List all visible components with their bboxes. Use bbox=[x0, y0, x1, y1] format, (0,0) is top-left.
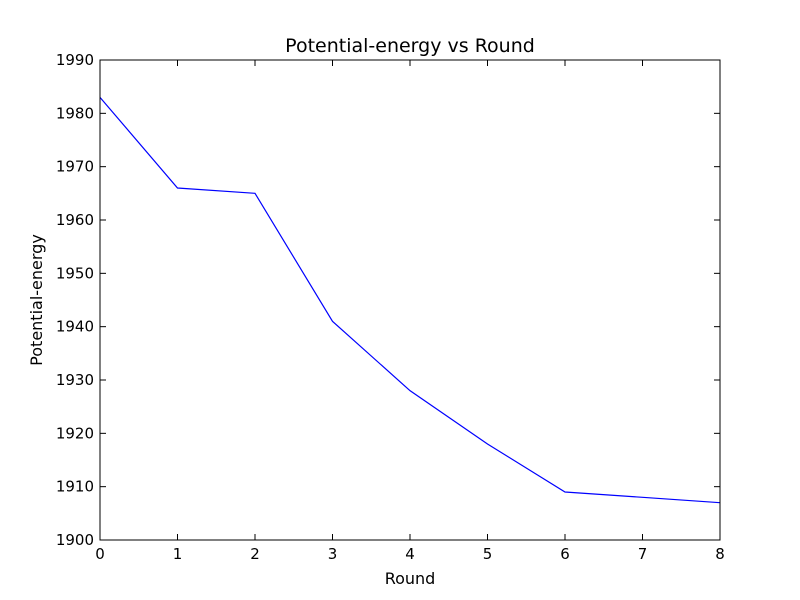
x-tick-label: 4 bbox=[405, 545, 415, 563]
y-tick-label: 1900 bbox=[56, 531, 94, 549]
x-tick-label: 2 bbox=[250, 545, 260, 563]
x-tick-label: 8 bbox=[715, 545, 725, 563]
y-tick-label: 1980 bbox=[56, 104, 94, 122]
y-tick-label: 1910 bbox=[56, 478, 94, 496]
series-line-0 bbox=[99, 96, 721, 504]
x-tick-label: 3 bbox=[328, 545, 338, 563]
y-tick-label: 1960 bbox=[56, 211, 94, 229]
y-tick-label: 1920 bbox=[56, 424, 94, 442]
plot-area: 0 1 2 3 4 5 6 7 8 1900 1910 1920 1930 1940 1950 1960 197… bbox=[56, 51, 725, 563]
y-tick-label: 1940 bbox=[56, 318, 94, 336]
y-tick-label: 1990 bbox=[56, 51, 94, 69]
chart-title: Potential-energy vs Round bbox=[285, 35, 535, 57]
x-tick-label: 7 bbox=[638, 545, 648, 563]
x-tick-label: 6 bbox=[560, 545, 570, 563]
y-axis-label: Potential-energy bbox=[27, 234, 46, 366]
y-tick-label: 1950 bbox=[56, 264, 94, 282]
y-tick-label: 1970 bbox=[56, 158, 94, 176]
x-tick-label: 5 bbox=[483, 545, 493, 563]
x-tick-label: 0 bbox=[95, 545, 105, 563]
x-axis-label: Round bbox=[385, 569, 436, 588]
y-tick-label: 1930 bbox=[56, 371, 94, 389]
x-tick-label: 1 bbox=[173, 545, 183, 563]
